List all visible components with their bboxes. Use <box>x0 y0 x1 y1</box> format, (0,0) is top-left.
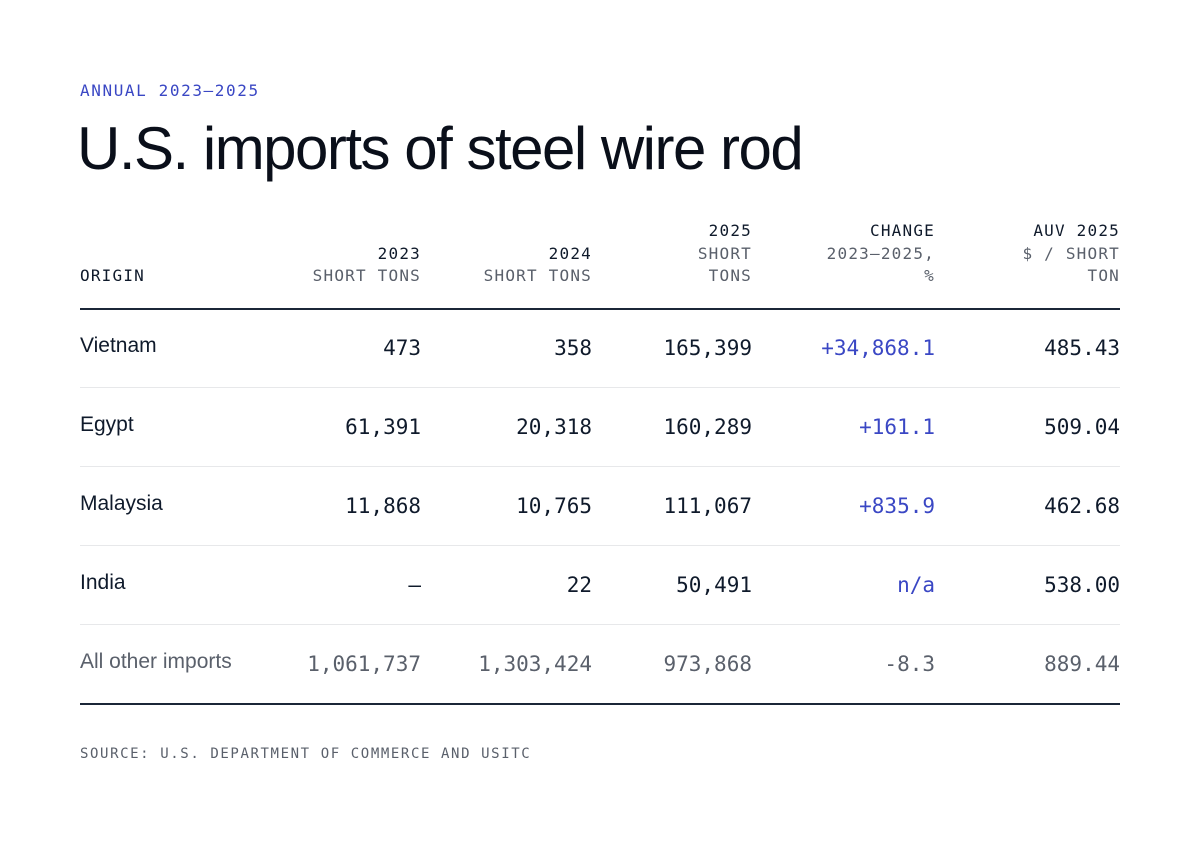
column-header-line: TONS <box>708 266 752 285</box>
cell-change: n/a <box>752 545 935 625</box>
cell-2024: 20,318 <box>421 387 592 467</box>
cell-auv: 889.44 <box>935 624 1120 705</box>
cell-origin: Malaysia <box>80 464 285 544</box>
source-note: SOURCE: U.S. DEPARTMENT OF COMMERCE AND … <box>80 746 532 762</box>
cell-2023: 61,391 <box>285 387 421 467</box>
cell-origin: All other imports <box>80 622 285 703</box>
cell-2025: 165,399 <box>592 308 752 388</box>
imports-table: ORIGIN 2023 SHORT TONS 2024 SHORT TONS 2… <box>80 220 1120 705</box>
cell-auv: 462.68 <box>935 466 1120 546</box>
column-header-line: 2024 <box>548 243 592 263</box>
column-header-line: SHORT TONS <box>483 266 592 285</box>
cell-auv: 538.00 <box>935 545 1120 625</box>
eyebrow-label: ANNUAL 2023–2025 <box>80 81 260 100</box>
column-header-2023: 2023 SHORT TONS <box>285 220 421 310</box>
column-header-2025: 2025 SHORT TONS <box>592 220 752 310</box>
table-row: India – 22 50,491 n/a 538.00 <box>80 543 1120 625</box>
cell-origin: India <box>80 543 285 623</box>
column-header-auv: AUV 2025 $ / SHORT TON <box>935 220 1120 310</box>
cell-2023: 1,061,737 <box>285 624 421 705</box>
column-header-line: SHORT <box>697 243 752 263</box>
column-header-line <box>421 220 592 243</box>
cell-origin: Vietnam <box>80 306 285 386</box>
table-row: Vietnam 473 358 165,399 +34,868.1 485.43 <box>80 306 1120 388</box>
column-header-line: CHANGE <box>870 221 935 240</box>
cell-2024: 10,765 <box>421 466 592 546</box>
cell-2023: 473 <box>285 308 421 388</box>
page-title: U.S. imports of steel wire rod <box>77 115 804 182</box>
column-header-line: TON <box>1087 266 1120 285</box>
cell-2025: 111,067 <box>592 466 752 546</box>
column-header-origin: ORIGIN <box>80 220 285 310</box>
column-header-line <box>80 243 285 266</box>
cell-change: -8.3 <box>752 624 935 705</box>
column-header-line: ORIGIN <box>80 266 145 285</box>
cell-2024: 358 <box>421 308 592 388</box>
cell-2025: 160,289 <box>592 387 752 467</box>
column-header-line <box>80 220 285 243</box>
cell-auv: 485.43 <box>935 308 1120 388</box>
cell-change: +34,868.1 <box>752 308 935 388</box>
column-header-line: 2023–2025, <box>826 243 935 263</box>
column-header-line: % <box>924 266 935 285</box>
table-header: ORIGIN 2023 SHORT TONS 2024 SHORT TONS 2… <box>80 220 1120 310</box>
column-header-line: SHORT TONS <box>312 266 421 285</box>
column-header-line: $ / SHORT <box>1022 243 1120 263</box>
cell-2024: 1,303,424 <box>421 624 592 705</box>
cell-change: +835.9 <box>752 466 935 546</box>
table-row: All other imports 1,061,737 1,303,424 97… <box>80 622 1120 705</box>
header-row: ORIGIN 2023 SHORT TONS 2024 SHORT TONS 2… <box>80 220 1120 310</box>
cell-auv: 509.04 <box>935 387 1120 467</box>
column-header-line: AUV 2025 <box>1033 221 1120 240</box>
table-row: Malaysia 11,868 10,765 111,067 +835.9 46… <box>80 464 1120 546</box>
cell-2023: – <box>285 545 421 625</box>
table-body: Vietnam 473 358 165,399 +34,868.1 485.43… <box>80 306 1120 705</box>
cell-change: +161.1 <box>752 387 935 467</box>
cell-2025: 973,868 <box>592 624 752 705</box>
column-header-change: CHANGE 2023–2025, % <box>752 220 935 310</box>
cell-2024: 22 <box>421 545 592 625</box>
cell-origin: Egypt <box>80 385 285 465</box>
table-row: Egypt 61,391 20,318 160,289 +161.1 509.0… <box>80 385 1120 467</box>
column-header-line <box>285 220 421 243</box>
column-header-line: 2025 <box>708 221 752 240</box>
column-header-line: 2023 <box>377 243 421 263</box>
cell-2023: 11,868 <box>285 466 421 546</box>
cell-2025: 50,491 <box>592 545 752 625</box>
column-header-2024: 2024 SHORT TONS <box>421 220 592 310</box>
